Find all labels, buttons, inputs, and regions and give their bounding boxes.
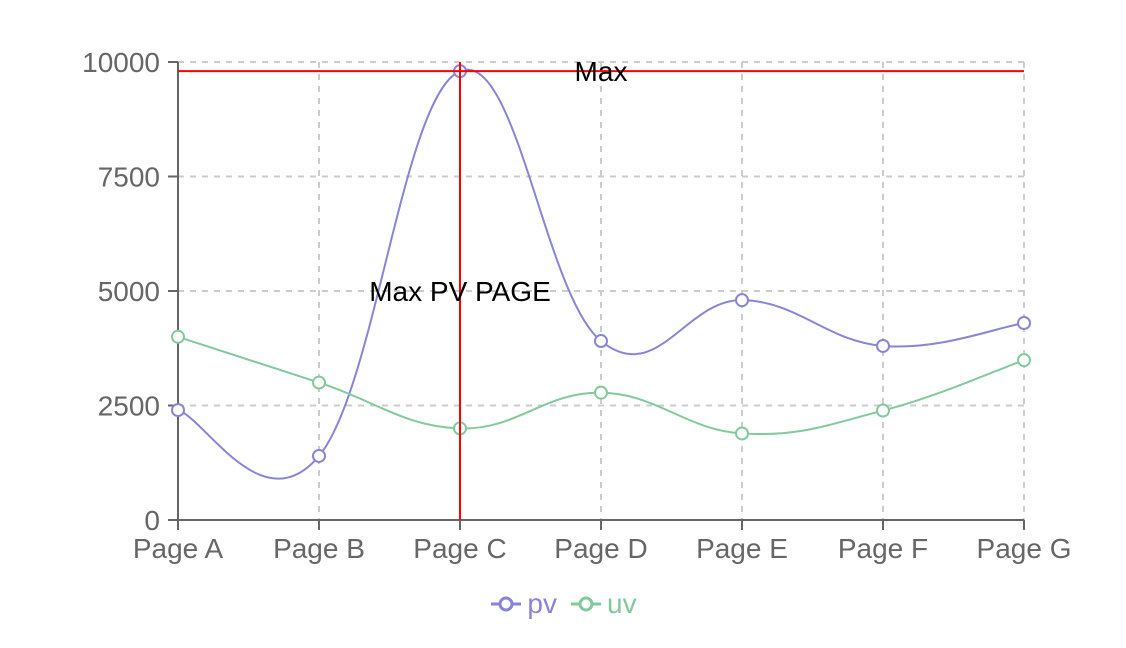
series-line-pv <box>177 68 1025 480</box>
data-point-uv <box>876 403 890 418</box>
x-tick-label: Page E <box>696 533 788 564</box>
legend-icon-dot <box>498 596 514 612</box>
data-point-uv <box>171 329 185 344</box>
y-tick-label: 7500 <box>98 162 160 193</box>
grid <box>178 61 1025 520</box>
reference-label-x: Max PV PAGE <box>369 276 551 307</box>
y-tick-label: 5000 <box>98 276 160 307</box>
data-point-uv <box>312 375 326 390</box>
reference-label-y: Max <box>575 56 628 87</box>
x-tick-label: Page C <box>413 533 506 564</box>
legend: pv uv <box>0 588 1126 621</box>
legend-item-pv[interactable]: pv <box>489 588 557 620</box>
x-tick-label: Page B <box>273 533 365 564</box>
data-point-uv <box>1017 353 1031 368</box>
legend-label: uv <box>607 588 637 619</box>
data-point-pv <box>735 293 749 308</box>
data-point-pv <box>1017 316 1031 331</box>
data-point-pv <box>171 403 185 418</box>
chart-svg: 0 2500 5000 7500 10000 Page A Page B Page C Page… <box>82 47 1071 564</box>
data-point-pv <box>594 334 608 349</box>
axes: 0 2500 5000 7500 10000 Page A Page B Page C Page… <box>82 47 1071 564</box>
legend-line-icon <box>571 596 601 612</box>
y-tick-label: 10000 <box>82 47 160 78</box>
series-layer <box>171 64 1031 480</box>
x-tick-label: Page D <box>554 533 647 564</box>
data-point-uv <box>594 385 608 400</box>
data-point-pv <box>312 448 326 463</box>
legend-item-uv[interactable]: uv <box>569 588 637 620</box>
data-point-uv <box>735 426 749 441</box>
legend-label: pv <box>527 588 557 619</box>
x-tick-label: Page F <box>838 533 928 564</box>
reference-lines: Max Max PV PAGE <box>178 56 1024 520</box>
y-tick-label: 0 <box>144 505 160 536</box>
x-tick-label: Page A <box>133 533 224 564</box>
x-tick-label: Page G <box>977 533 1072 564</box>
legend-icon-dot <box>578 596 594 612</box>
data-point-pv <box>876 338 890 353</box>
y-tick-label: 2500 <box>98 391 160 422</box>
legend-line-icon <box>491 596 522 612</box>
